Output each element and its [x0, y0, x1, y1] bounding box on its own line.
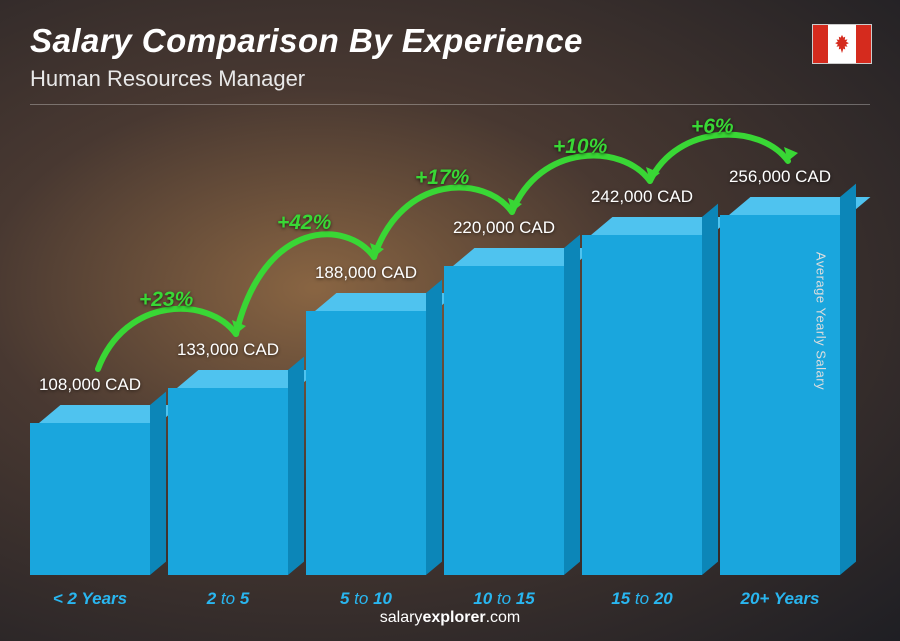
bar-side-face — [288, 357, 304, 575]
bar-side-face — [564, 235, 580, 575]
bar-2: 188,000 CAD5 to 10 — [306, 263, 426, 575]
x-axis-label: 15 to 20 — [582, 589, 702, 609]
salary-chart: 108,000 CAD< 2 Years133,000 CAD2 to 5188… — [30, 130, 840, 575]
bar-front-face — [582, 235, 702, 575]
bar-container: 108,000 CAD< 2 Years133,000 CAD2 to 5188… — [30, 130, 840, 575]
x-axis-label: 10 to 15 — [444, 589, 564, 609]
increase-delta-label: +17% — [415, 166, 469, 190]
bar-3d — [444, 248, 564, 575]
source-suffix: .com — [486, 609, 521, 626]
page-title: Salary Comparison By Experience — [30, 22, 870, 60]
increase-delta-label: +10% — [553, 135, 607, 159]
flag-left-bar — [813, 25, 828, 63]
x-axis-label: < 2 Years — [30, 589, 150, 609]
increase-delta-label: +42% — [277, 211, 331, 235]
source-prefix: salary — [380, 609, 423, 626]
bar-side-face — [150, 392, 166, 575]
source-attribution: salaryexplorer.com — [0, 609, 900, 627]
increase-delta-label: +23% — [139, 288, 193, 312]
bar-3d — [168, 370, 288, 575]
bar-side-face — [840, 184, 856, 575]
bar-front-face — [444, 266, 564, 575]
bar-value-label: 256,000 CAD — [729, 167, 831, 187]
increase-delta-label: +6% — [691, 115, 734, 139]
maple-leaf-icon — [831, 33, 853, 55]
source-bold: explorer — [422, 609, 485, 626]
bar-value-label: 108,000 CAD — [39, 375, 141, 395]
x-axis-label: 5 to 10 — [306, 589, 426, 609]
bar-value-label: 220,000 CAD — [453, 218, 555, 238]
bar-3d — [30, 405, 150, 575]
y-axis-label: Average Yearly Salary — [813, 251, 828, 389]
x-axis-label: 20+ Years — [720, 589, 840, 609]
bar-value-label: 242,000 CAD — [591, 187, 693, 207]
country-flag-icon — [812, 24, 872, 64]
bar-side-face — [702, 204, 718, 575]
x-axis-label: 2 to 5 — [168, 589, 288, 609]
flag-center — [828, 25, 856, 63]
bar-1: 133,000 CAD2 to 5 — [168, 340, 288, 575]
bar-value-label: 133,000 CAD — [177, 340, 279, 360]
bar-front-face — [168, 388, 288, 575]
bar-4: 242,000 CAD15 to 20 — [582, 187, 702, 575]
bar-0: 108,000 CAD< 2 Years — [30, 375, 150, 575]
flag-right-bar — [856, 25, 871, 63]
bar-3d — [582, 217, 702, 575]
bar-front-face — [306, 311, 426, 575]
page-subtitle: Human Resources Manager — [30, 66, 870, 105]
bar-3d — [306, 293, 426, 575]
bar-3: 220,000 CAD10 to 15 — [444, 218, 564, 575]
bar-value-label: 188,000 CAD — [315, 263, 417, 283]
bar-side-face — [426, 280, 442, 575]
bar-front-face — [30, 423, 150, 575]
header: Salary Comparison By Experience Human Re… — [30, 22, 870, 105]
